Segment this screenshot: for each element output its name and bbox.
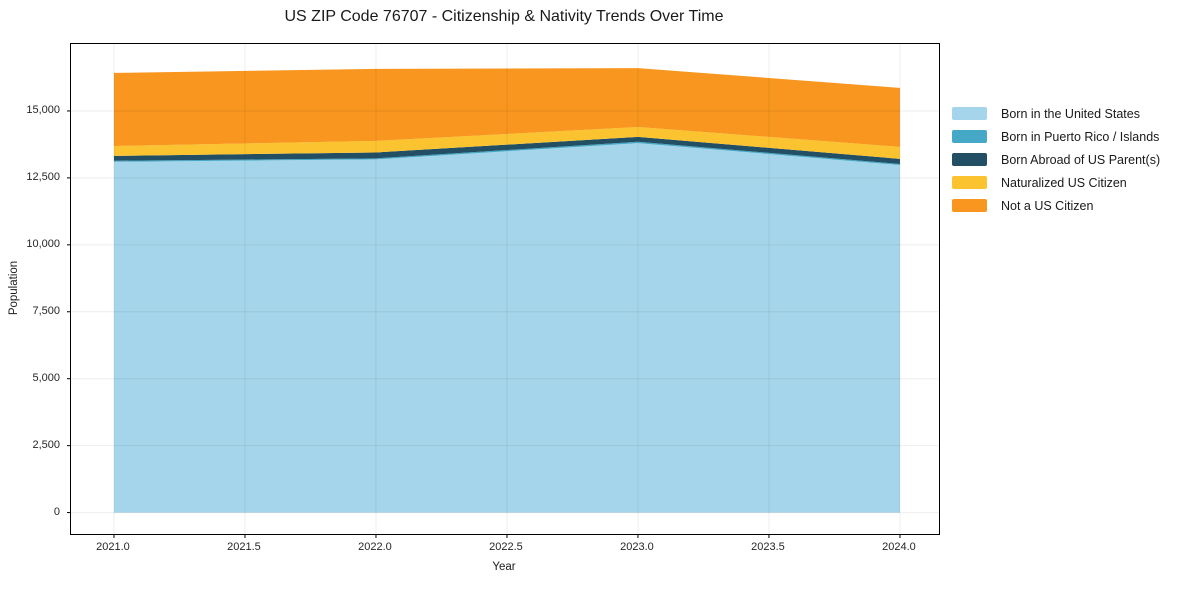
x-tick-label: 2023.5: [751, 541, 785, 553]
legend-item: Born in Puerto Rico / Islands: [952, 125, 1160, 148]
y-tick-label: 2,500: [32, 438, 60, 451]
x-tick-label: 2021.5: [227, 541, 261, 553]
legend-item: Not a US Citizen: [952, 194, 1160, 217]
area-series: [113, 127, 900, 159]
x-tick-label: 2021.0: [96, 541, 130, 553]
chart-title: US ZIP Code 76707 - Citizenship & Nativi…: [284, 8, 724, 25]
x-tick-label: 2024.0: [882, 541, 916, 553]
area-series: [113, 141, 900, 166]
legend-item: Born Abroad of US Parent(s): [952, 148, 1160, 171]
legend-swatch: [952, 153, 987, 166]
legend-item: Naturalized US Citizen: [952, 171, 1160, 194]
legend: Born in the United States Born in Puerto …: [952, 102, 1160, 217]
legend-label: Not a US Citizen: [1001, 198, 1094, 213]
x-axis-label: Year: [492, 561, 516, 573]
legend-swatch: [952, 176, 987, 189]
legend-label: Naturalized US Citizen: [1001, 175, 1127, 190]
y-tick-label: 10,000: [26, 237, 60, 250]
legend-label: Born Abroad of US Parent(s): [1001, 152, 1161, 167]
legend-label: Born in the United States: [1001, 106, 1140, 121]
area-series: [113, 68, 900, 147]
legend-item: Born in the United States: [952, 102, 1160, 125]
stacked-area-chart: [67, 44, 939, 538]
legend-label: Born in Puerto Rico / Islands: [1001, 129, 1160, 144]
legend-swatch: [952, 199, 987, 212]
x-tick-label: 2022.5: [489, 541, 523, 553]
y-tick-label: 5,000: [32, 371, 60, 384]
y-tick-label: 12,500: [26, 170, 60, 183]
legend-swatch: [952, 130, 987, 143]
plot-area: [67, 43, 940, 538]
area-series: [113, 143, 900, 513]
area-series: [113, 136, 900, 164]
y-tick-label: 7,500: [32, 304, 60, 317]
y-tick-label: 15,000: [26, 103, 60, 116]
legend-swatch: [952, 107, 987, 120]
x-tick-label: 2023.0: [620, 541, 654, 553]
y-tick-label: 0: [53, 505, 60, 518]
x-tick-label: 2022.0: [358, 541, 392, 553]
